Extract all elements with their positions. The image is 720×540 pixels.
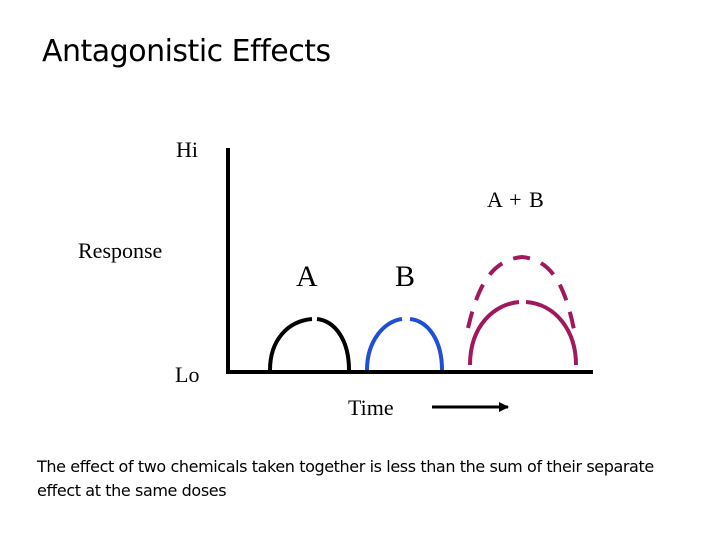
curve-b-label: B [395, 260, 416, 293]
curve-ab-dashed [466, 254, 578, 341]
caption: The effect of two chemicals taken togeth… [37, 457, 654, 500]
curve-ab-label: A + B [487, 187, 545, 212]
y-axis-lo-label: Lo [175, 362, 200, 387]
x-axis-time-label: Time [348, 395, 394, 420]
curve-ab-solid [468, 300, 578, 366]
y-axis-hi-label: Hi [176, 137, 198, 162]
slide-title: Antagonistic Effects [42, 34, 331, 69]
y-axis-response-label: Response [78, 238, 163, 263]
curve-b [365, 317, 444, 371]
curve-a [268, 317, 351, 371]
curve-a-label: A [296, 260, 318, 293]
